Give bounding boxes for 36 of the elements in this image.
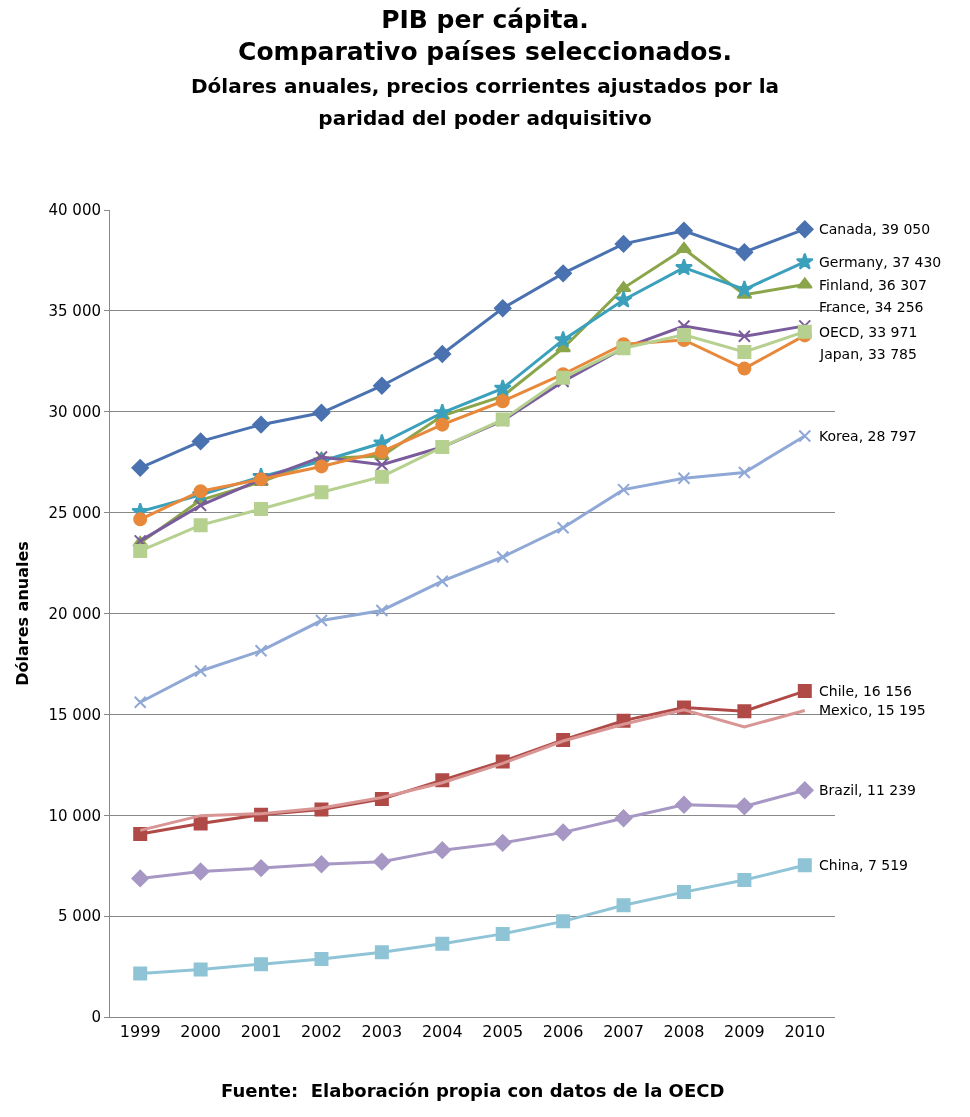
y-tick-label: 20 000 [48,604,101,623]
annotation: Germany, 37 430 [819,254,942,270]
annotation: Finland, 36 307 [819,277,927,293]
y-tick-label: 25 000 [48,503,101,522]
x-tick-label: 2008 [663,1022,705,1042]
y-tick-label: 35 000 [48,302,101,321]
chart-title: PIB per cápita. Comparativo países seleccionados. [238,4,732,67]
y-tick-label: 40 000 [48,201,101,220]
x-tick-label: 2002 [301,1022,342,1042]
annotation: France, 34 256 [819,299,924,315]
chart-subtitle: Dólares anuales, precios corrientes ajustados por la paridad del poder adquisitivo [190,73,780,131]
x-tick-label: 2001 [240,1022,282,1042]
y-tick-label: 15 000 [48,705,101,724]
x-tick-label: 2010 [784,1022,826,1042]
x-tick-label: 2003 [361,1022,403,1042]
annotation: China, 7 519 [819,857,908,873]
x-tick-label: 2006 [542,1022,584,1042]
annotation: Chile, 16 156 [819,683,913,699]
annotation: Japan, 33 785 [819,346,917,362]
source-note: Fuente: Elaboración propia con datos de la OECD [221,1080,725,1101]
annotation: Brazil, 11 239 [819,782,916,798]
x-tick-label: 2005 [482,1022,524,1042]
x-tick-label: 2004 [421,1022,463,1042]
x-tick-label: 2009 [724,1022,765,1042]
y-axis-title: Dólares anuales [13,541,33,686]
x-tick-label: 2000 [180,1022,221,1042]
annotation: Mexico, 15 195 [819,702,926,718]
annotation: Korea, 28 797 [819,428,917,444]
y-tick-label: 5 000 [58,907,101,926]
x-tick-label: 1999 [119,1022,161,1042]
y-tick-label: 0 [91,1008,101,1027]
x-tick-label: 2007 [603,1022,644,1042]
annotation: OECD, 33 971 [819,324,918,340]
annotation: Canada, 39 050 [819,221,931,237]
y-tick-label: 30 000 [48,403,101,421]
y-tick-label: 10 000 [48,806,101,825]
